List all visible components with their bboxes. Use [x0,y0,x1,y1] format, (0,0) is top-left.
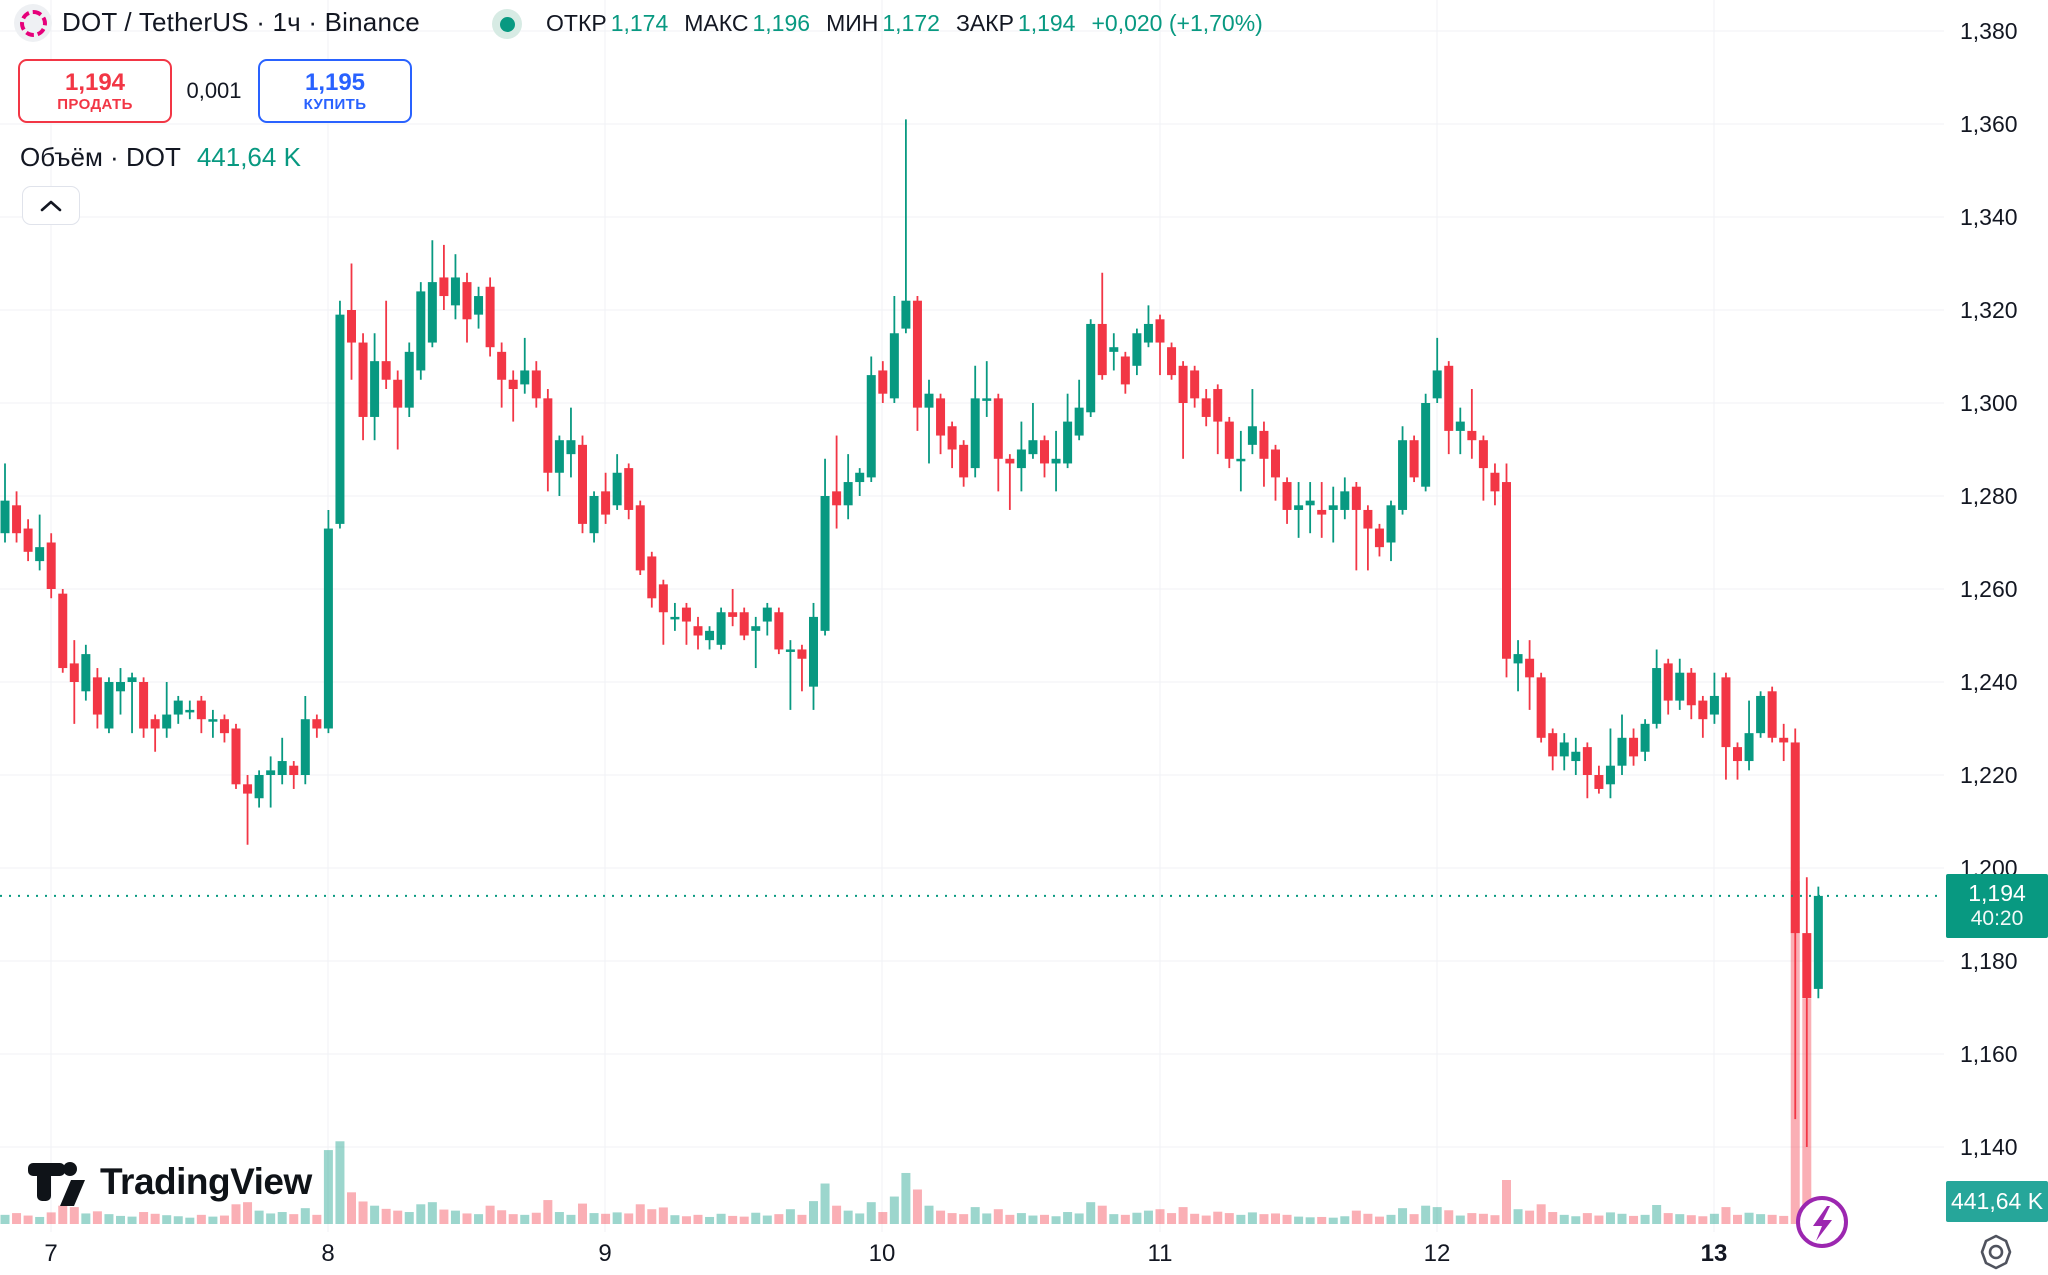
close-label: ЗАКР [955,10,1014,36]
volume-label: Объём · DOT [20,142,181,172]
sell-label: ПРОДАТЬ [57,96,133,114]
tradingview-logo-text: TradingView [100,1161,312,1202]
low-label: МИН [826,10,879,36]
tradingview-logo-icon [28,1162,85,1206]
time-tick-label: 10 [868,1240,896,1267]
time-tick-label: 9 [598,1240,612,1267]
volume-value-badge: 441,64 K [1946,1181,2048,1222]
low-value: 1,172 [882,10,940,36]
last-price-badge: 1,194 40:20 [1946,874,2048,938]
price-scale-settings-gear-icon[interactable] [1980,1234,2012,1270]
price-tick-label: 1,320 [1960,297,2018,323]
buy-price: 1,195 [304,68,366,96]
price-tick-label: 1,180 [1960,948,2018,974]
buy-label: КУПИТЬ [303,96,367,114]
open-label: ОТКР [546,10,607,36]
polkadot-logo-icon [14,4,52,42]
price-tick-label: 1,240 [1960,669,2018,695]
high-value: 1,196 [752,10,811,36]
market-status-icon[interactable] [492,9,522,39]
chevron-up-icon [40,200,62,211]
change-value: +0,020 (+1,70%) [1091,10,1263,36]
price-tick-label: 1,340 [1960,204,2018,230]
collapse-legend-button[interactable] [22,186,80,225]
price-tick-label: 1,300 [1960,390,2018,416]
volume-legend: Объём · DOT 441,64 K [20,142,301,173]
open-value: 1,174 [610,10,669,36]
buy-button[interactable]: 1,195 КУПИТЬ [258,59,412,123]
polkadot-ring-icon [19,9,47,37]
spread-value: 0,001 [186,78,242,103]
sell-price: 1,194 [64,68,126,96]
close-value: 1,194 [1017,10,1076,36]
flash-event-icon[interactable] [1796,1196,1848,1248]
price-tick-label: 1,280 [1960,483,2018,509]
tradingview-watermark: TradingView [26,1156,312,1208]
time-tick-label: 11 [1147,1240,1173,1267]
price-tick-label: 1,380 [1960,18,2018,44]
price-tick-label: 1,160 [1960,1041,2018,1067]
market-open-dot-icon [499,16,515,32]
volume-value: 441,64 K [196,142,301,172]
time-tick-label: 7 [44,1240,58,1267]
price-tick-label: 1,260 [1960,576,2018,602]
time-tick-label: 8 [321,1240,335,1267]
time-tick-label: 13 [1700,1240,1728,1267]
price-tick-label: 1,220 [1960,762,2018,788]
last-price-value: 1,194 [1968,880,2026,907]
high-label: МАКС [684,10,749,36]
symbol-title[interactable]: DOT / TetherUS · 1ч · Binance [62,7,420,37]
time-tick-label: 12 [1423,1240,1451,1267]
sell-button[interactable]: 1,194 ПРОДАТЬ [18,59,172,123]
bar-countdown: 40:20 [1970,907,2024,931]
price-tick-label: 1,360 [1960,111,2018,137]
ohlc-legend: ОТКР 1,174 МАКС 1,196 МИН 1,172 ЗАКР 1,1… [546,10,1263,37]
price-tick-label: 1,140 [1960,1134,2018,1160]
